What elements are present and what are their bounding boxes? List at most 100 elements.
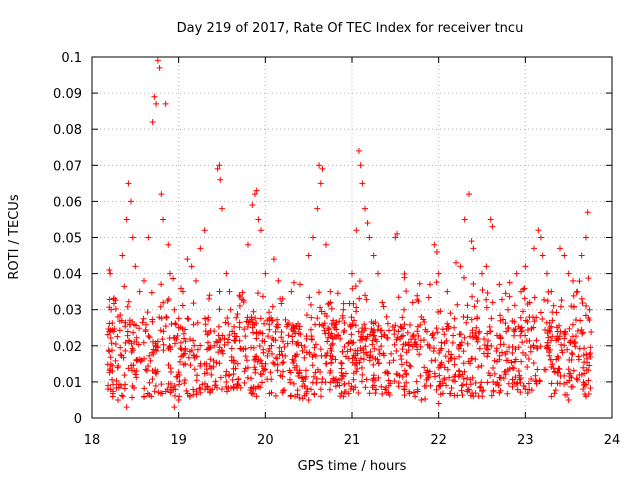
background-data-point bbox=[230, 370, 237, 377]
background-data-point bbox=[141, 385, 148, 392]
background-data-point bbox=[290, 279, 297, 286]
background-data-point bbox=[574, 376, 581, 383]
background-data-point bbox=[515, 323, 522, 330]
background-data-point bbox=[511, 332, 518, 339]
data-point bbox=[468, 238, 475, 245]
background-data-point bbox=[375, 360, 382, 367]
background-data-point bbox=[565, 366, 572, 373]
background-data-point bbox=[456, 353, 463, 360]
background-data-point bbox=[226, 332, 233, 339]
background-data-point bbox=[460, 274, 467, 281]
background-data-point bbox=[240, 346, 247, 353]
background-data-point bbox=[484, 330, 491, 337]
background-data-point bbox=[416, 280, 423, 287]
background-data-point bbox=[562, 391, 569, 398]
data-point bbox=[219, 205, 225, 212]
background-data-point bbox=[489, 299, 496, 306]
background-data-point bbox=[171, 340, 178, 347]
background-data-point bbox=[317, 393, 324, 400]
data-point bbox=[217, 176, 224, 183]
background-data-point bbox=[338, 390, 345, 397]
background-data-point bbox=[548, 364, 555, 371]
background-data-point bbox=[443, 337, 450, 344]
background-data-point bbox=[224, 388, 231, 395]
background-data-point bbox=[503, 357, 510, 364]
background-data-point bbox=[213, 338, 220, 345]
background-data-point bbox=[522, 332, 529, 339]
background-data-point bbox=[580, 329, 587, 336]
background-data-point bbox=[433, 279, 440, 286]
background-data-point bbox=[474, 297, 481, 304]
background-data-point bbox=[271, 360, 278, 367]
background-data-point bbox=[166, 343, 173, 350]
background-data-point bbox=[104, 331, 111, 338]
background-data-point bbox=[236, 337, 243, 344]
background-data-point bbox=[201, 380, 208, 387]
background-data-point bbox=[252, 366, 259, 373]
background-data-point bbox=[194, 319, 201, 326]
background-data-point bbox=[257, 370, 264, 377]
background-data-point bbox=[180, 351, 187, 358]
data-point bbox=[145, 234, 152, 241]
data-point bbox=[316, 162, 323, 169]
data-point bbox=[453, 259, 459, 266]
background-data-point bbox=[414, 346, 421, 353]
background-data-point bbox=[180, 330, 187, 337]
background-data-point bbox=[544, 330, 551, 337]
background-data-point bbox=[544, 344, 551, 351]
background-data-point bbox=[131, 385, 138, 392]
data-point bbox=[483, 263, 490, 270]
background-data-point bbox=[332, 383, 339, 390]
background-data-point bbox=[309, 362, 316, 369]
background-data-point bbox=[496, 352, 503, 359]
background-data-point bbox=[125, 298, 132, 305]
background-data-point bbox=[468, 355, 475, 362]
data-point bbox=[359, 180, 366, 187]
background-data-point bbox=[509, 317, 516, 324]
background-data-point bbox=[545, 288, 552, 295]
background-data-point bbox=[260, 346, 267, 353]
background-data-point bbox=[483, 345, 490, 352]
background-data-point bbox=[106, 304, 113, 311]
background-data-point bbox=[500, 341, 507, 348]
background-data-point bbox=[424, 374, 431, 381]
background-data-point bbox=[310, 373, 317, 380]
background-data-point bbox=[208, 371, 215, 378]
y-tick-label: 0.01 bbox=[53, 376, 82, 391]
data-point bbox=[548, 393, 555, 400]
background-data-point bbox=[134, 356, 141, 363]
background-data-point bbox=[308, 336, 315, 343]
background-data-point bbox=[371, 345, 378, 352]
background-data-point bbox=[474, 338, 481, 345]
background-data-point bbox=[539, 315, 546, 322]
background-data-point bbox=[203, 360, 210, 367]
background-data-point bbox=[552, 387, 559, 394]
background-data-point bbox=[446, 374, 453, 381]
data-point bbox=[539, 252, 546, 259]
background-data-point bbox=[223, 368, 230, 375]
background-data-point bbox=[248, 390, 255, 397]
background-data-point bbox=[341, 343, 348, 350]
background-data-point bbox=[158, 381, 165, 388]
background-data-point bbox=[460, 360, 467, 367]
x-tick-label: 23 bbox=[517, 433, 534, 448]
background-data-point bbox=[215, 349, 222, 356]
background-data-point bbox=[393, 370, 400, 377]
data-point bbox=[216, 162, 223, 169]
background-data-point bbox=[106, 296, 113, 303]
data-point bbox=[317, 180, 324, 187]
background-data-point bbox=[476, 384, 483, 391]
background-data-point bbox=[122, 339, 129, 346]
background-data-point bbox=[460, 375, 467, 382]
background-data-point bbox=[506, 293, 513, 300]
chart-title: Day 219 of 2017, Rate Of TEC Index for r… bbox=[177, 21, 524, 36]
background-data-point bbox=[390, 357, 397, 364]
background-data-point bbox=[272, 392, 279, 399]
background-data-point bbox=[345, 390, 352, 397]
background-data-point bbox=[321, 320, 328, 327]
background-data-point bbox=[564, 346, 571, 353]
background-data-point bbox=[391, 378, 398, 385]
background-data-point bbox=[337, 359, 344, 366]
data-point bbox=[206, 295, 212, 302]
